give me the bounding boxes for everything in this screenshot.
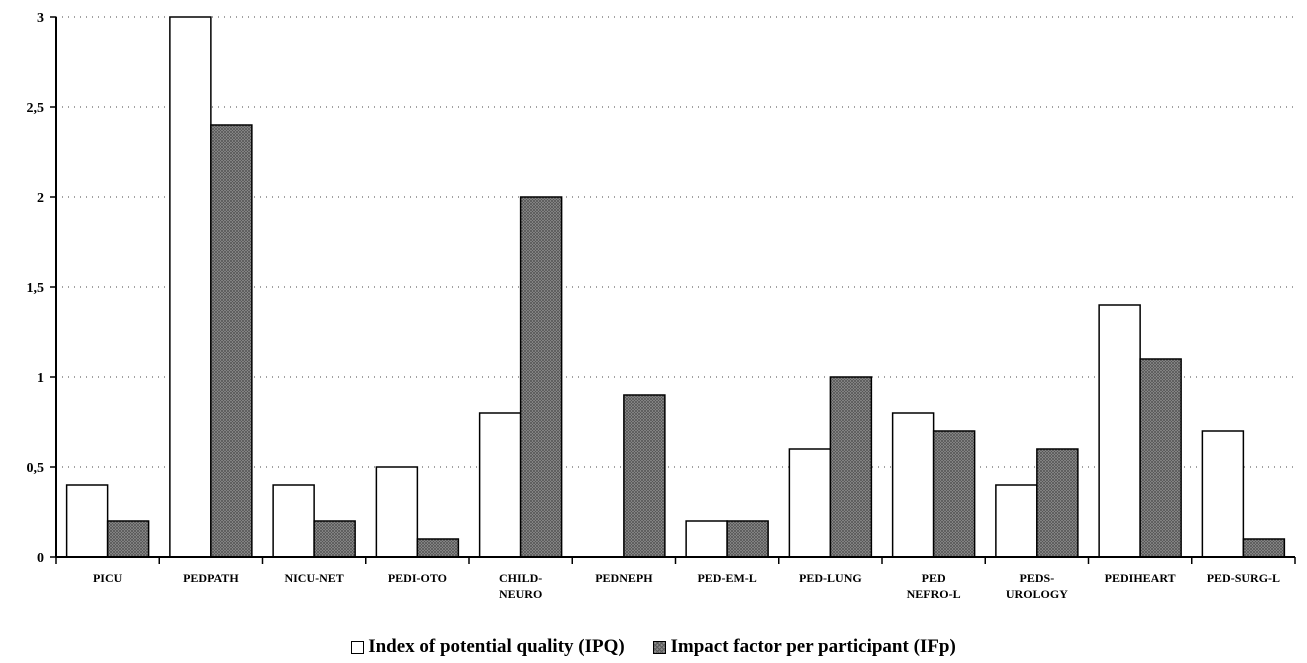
x-tick-label: CHILD-NEURO	[499, 571, 542, 601]
y-tick-label: 2,5	[27, 101, 45, 116]
y-tick-label: 1,5	[27, 281, 45, 296]
bar-ipq	[788, 448, 832, 558]
x-tick-label: PEDPATH	[183, 571, 239, 585]
x-tick-label: PED-SURG-L	[1207, 571, 1280, 585]
axes: 0 0,5 1 1,5 2 2,5 3 PICU PEDPATH NICU-NET PEDI-OTO…	[27, 11, 1296, 601]
bar-ipq	[685, 520, 728, 558]
bar-ipq	[891, 412, 935, 558]
x-tick-label: PEDS-UROLOGY	[1006, 571, 1068, 601]
y-tick-label: 2	[37, 191, 44, 206]
bars	[65, 16, 1286, 558]
x-tick-label: NICU-NET	[284, 571, 343, 585]
bar-ipq	[1201, 430, 1245, 558]
bar-ifp	[313, 520, 356, 558]
bar-ipq	[375, 466, 419, 558]
y-tick-label: 1	[37, 371, 44, 386]
bar-chart: 0 0,5 1 1,5 2 2,5 3 PICU PEDPATH NICU-NET PEDI-OTO…	[27, 11, 1296, 601]
bar-ipq	[169, 16, 212, 558]
gridlines	[56, 16, 1295, 468]
y-tick-label: 3	[37, 11, 44, 26]
x-tick-label: PEDI-OTO	[388, 571, 447, 585]
bar-ifp	[210, 124, 253, 558]
y-tick-label: 0	[37, 551, 44, 566]
bar-ifp	[519, 196, 563, 558]
bar-ifp	[106, 520, 150, 558]
bar-ifp	[829, 376, 873, 558]
x-tick-label: PED-LUNG	[799, 571, 862, 585]
legend-label-ifp: Impact factor per participant (IFp)	[670, 636, 956, 657]
bar-ipq	[272, 484, 315, 558]
bar-ifp	[726, 520, 769, 558]
bar-ifp	[932, 430, 976, 558]
bar-ipq	[65, 484, 109, 558]
x-tick-label: PEDNEPH	[595, 571, 653, 585]
bar-ipq	[995, 484, 1038, 558]
bar-ifp	[1242, 538, 1286, 558]
legend: Index of potential quality (IPQ) Impact …	[0, 636, 1307, 660]
legend-label-ipq: Index of potential quality (IPQ)	[368, 636, 625, 657]
bar-ifp	[1036, 448, 1079, 558]
x-tick-label: PED-EM-L	[697, 571, 756, 585]
bar-ifp	[416, 538, 460, 558]
bar-ipq	[478, 412, 522, 558]
legend-item-ifp: Impact factor per participant (IFp)	[653, 636, 956, 658]
x-tick-label: PED NEFRO-L	[907, 571, 961, 601]
legend-swatch-ipq	[351, 640, 365, 654]
bar-ifp	[623, 394, 666, 558]
legend-swatch-ifp	[653, 640, 667, 654]
bar-ipq	[1098, 304, 1141, 558]
bar-ifp	[1139, 358, 1182, 558]
legend-item-ipq: Index of potential quality (IPQ)	[351, 636, 625, 658]
x-tick-label: PICU	[93, 571, 123, 585]
y-tick-label: 0,5	[27, 461, 45, 476]
x-tick-label: PEDIHEART	[1105, 571, 1176, 585]
